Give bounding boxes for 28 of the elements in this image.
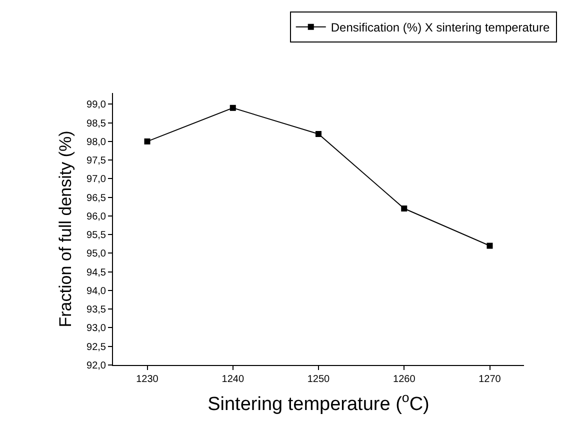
y-tick-label: 98,0 [86, 136, 106, 148]
y-tick-label: 95,0 [86, 248, 106, 260]
y-tick-label: 96,0 [86, 211, 106, 222]
x-tick-label: 1270 [478, 374, 502, 385]
x-tick-label: 1250 [307, 374, 330, 385]
y-tick-label: 93,5 [86, 304, 106, 316]
legend-label: Densification (%) X sintering temperature [330, 20, 550, 35]
y-tick-label: 98,5 [86, 118, 106, 130]
x-tick-label: 1240 [222, 374, 244, 385]
y-tick-label: 94,0 [86, 286, 106, 297]
y-tick-label: 97,5 [86, 156, 106, 167]
x-axis-title: Sintering temperature ($^{o}$C) [208, 390, 430, 415]
y-tick-label: 99,0 [86, 100, 106, 111]
x-tick-label: 1260 [393, 374, 416, 385]
point [230, 104, 236, 111]
y-axis-title: Fraction of full density (%) [56, 130, 76, 328]
y-tick-label: 97,0 [86, 174, 106, 186]
x-tick-label: 1230 [136, 374, 159, 385]
y-tick-label: 95,5 [86, 230, 106, 242]
y-tick-label: 96,5 [86, 192, 106, 204]
y-tick-label: 93,0 [86, 323, 106, 334]
y-tick-label: 94,5 [86, 267, 106, 278]
y-tick-label: 92,0 [86, 360, 106, 372]
point [401, 206, 408, 212]
point [316, 130, 322, 137]
y-tick-label: 92,5 [86, 342, 106, 353]
point [144, 138, 150, 144]
point [486, 242, 493, 249]
